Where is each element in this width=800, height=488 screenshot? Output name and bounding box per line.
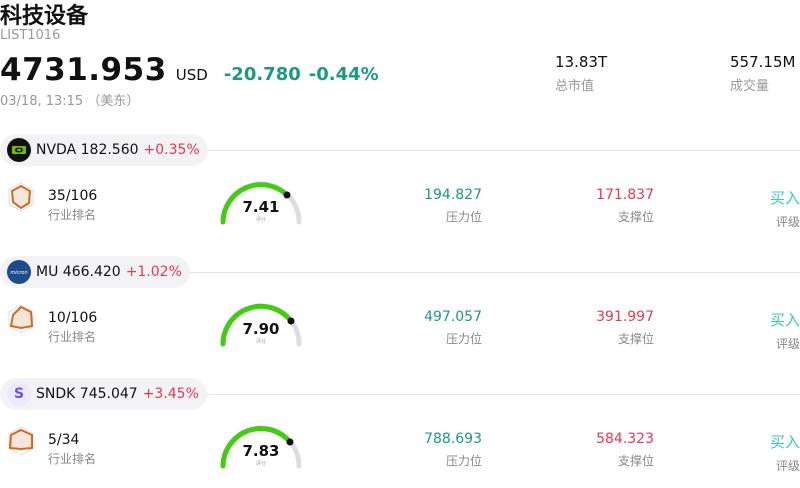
industry-rank-value: 10/106 [48, 310, 98, 326]
support-level: 584.323 支撑位 [596, 431, 654, 469]
stock-chip-nvda[interactable]: NVDA 182.560 +0.35% [0, 134, 208, 166]
stock-card-sndk[interactable]: S SNDK 745.047 +3.45% 5/34 行业排名 7.83 评分 … [0, 378, 800, 488]
stock-change-percent: +1.02% [125, 264, 182, 280]
resistance-value: 194.827 [424, 187, 482, 203]
radar-rank-icon [8, 426, 34, 456]
rating-label: 评级 [775, 215, 800, 229]
divider [0, 272, 800, 273]
resistance-value: 788.693 [424, 431, 482, 447]
support-level: 391.997 支撑位 [596, 309, 654, 347]
stock-ticker-price: SNDK 745.047 [36, 386, 138, 402]
page-title: 科技设备 [0, 4, 89, 29]
industry-rank-label: 行业排名 [48, 452, 97, 466]
industry-rank-value: 35/106 [48, 188, 98, 204]
score-value: 7.83 [242, 442, 280, 460]
index-price: 4731.953 [0, 52, 167, 88]
score-value: 7.90 [242, 320, 280, 338]
market-cap-label: 总市值 [555, 79, 595, 94]
sandisk-logo-icon: S [7, 382, 31, 406]
support-label: 支撑位 [617, 210, 654, 224]
score-label: 评分 [255, 461, 266, 467]
stock-change-percent: +3.45% [142, 386, 199, 402]
index-code: LIST1016 [0, 28, 61, 43]
volume-value: 557.15M [730, 53, 796, 71]
score-gauge [220, 181, 302, 225]
volume-label: 成交量 [730, 79, 770, 94]
rating: 买入 评级 [770, 309, 800, 352]
resistance-level: 194.827 压力位 [424, 187, 482, 225]
rating-value: 买入 [769, 189, 800, 207]
rating-label: 评级 [775, 337, 800, 351]
resistance-level: 497.057 压力位 [424, 309, 482, 347]
support-level: 171.837 支撑位 [596, 187, 654, 225]
volume-stat: 557.15M 成交量 [730, 53, 795, 94]
divider [0, 150, 800, 151]
divider [0, 394, 800, 395]
currency-label: USD [175, 66, 208, 84]
stock-ticker-price: MU 466.420 [36, 264, 121, 280]
stock-card-nvda[interactable]: NVDA 182.560 +0.35% 35/106 行业排名 7.41 评分 … [0, 134, 800, 256]
support-value: 391.997 [596, 309, 654, 325]
price-change-percent: -0.44% [308, 64, 379, 85]
resistance-label: 压力位 [445, 210, 482, 224]
price-change: -20.780 [223, 64, 301, 85]
industry-rank-label: 行业排名 [48, 208, 97, 222]
score-gauge [220, 303, 302, 347]
timestamp: 03/18, 13:15 （美东） [0, 94, 140, 109]
support-value: 171.837 [596, 187, 654, 203]
support-value: 584.323 [596, 431, 654, 447]
resistance-label: 压力位 [445, 332, 482, 346]
market-cap-stat: 13.83T 总市值 [555, 53, 607, 94]
support-label: 支撑位 [617, 332, 654, 346]
radar-rank-icon [8, 304, 34, 334]
rating: 买入 评级 [770, 187, 800, 230]
score-value: 7.41 [242, 198, 280, 216]
rating: 买入 评级 [770, 431, 800, 474]
micron-logo-icon: micron [7, 260, 31, 284]
resistance-label: 压力位 [445, 454, 482, 468]
svg-text:micron: micron [10, 270, 27, 276]
stock-card-mu[interactable]: micron MU 466.420 +1.02% 10/106 行业排名 7.9… [0, 256, 800, 378]
support-label: 支撑位 [617, 454, 654, 468]
score-label: 评分 [255, 339, 266, 345]
industry-rank-value: 5/34 [48, 432, 80, 448]
score-label: 评分 [255, 217, 266, 223]
price-row: 4731.953 USD -20.780 -0.44% [0, 52, 379, 88]
nvidia-logo-icon [7, 138, 31, 162]
stock-chip-sndk[interactable]: S SNDK 745.047 +3.45% [0, 378, 207, 410]
rating-value: 买入 [769, 433, 800, 451]
rating-value: 买入 [769, 311, 800, 329]
radar-rank-icon [8, 182, 34, 212]
industry-rank-label: 行业排名 [48, 330, 97, 344]
score-gauge [220, 425, 302, 469]
rating-label: 评级 [775, 459, 800, 473]
resistance-value: 497.057 [424, 309, 482, 325]
stock-chip-mu[interactable]: micron MU 466.420 +1.02% [0, 256, 190, 288]
resistance-level: 788.693 压力位 [424, 431, 482, 469]
stock-ticker-price: NVDA 182.560 [36, 142, 139, 158]
market-cap-value: 13.83T [555, 53, 608, 71]
stock-change-percent: +0.35% [143, 142, 200, 158]
